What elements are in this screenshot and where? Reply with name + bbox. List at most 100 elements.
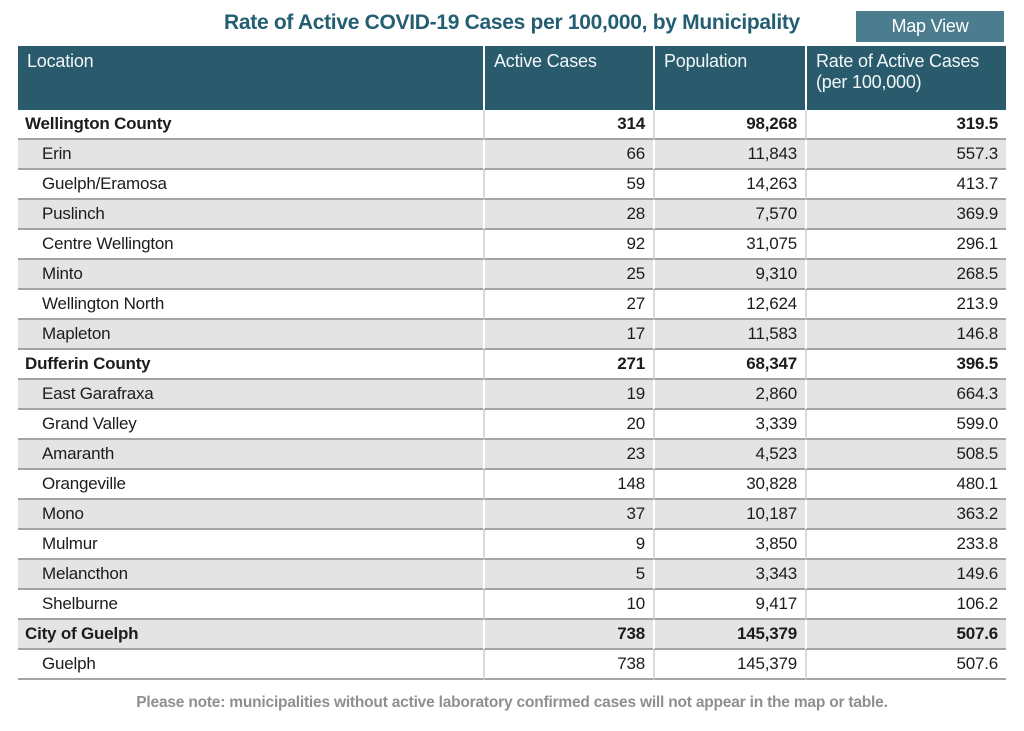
cell-rate: 507.6	[805, 650, 1006, 680]
table-row: Orangeville 148 30,828 480.1	[18, 470, 1006, 500]
page-title: Rate of Active COVID-19 Cases per 100,00…	[224, 11, 800, 34]
table-row: Puslinch 28 7,570 369.9	[18, 200, 1006, 230]
table-row: Shelburne 10 9,417 106.2	[18, 590, 1006, 620]
cell-population: 3,343	[653, 560, 805, 590]
cell-rate: 149.6	[805, 560, 1006, 590]
municipality-table: Location Active Cases Population Rate of…	[18, 46, 1006, 680]
cell-population: 10,187	[653, 500, 805, 530]
cell-rate: 319.5	[805, 110, 1006, 140]
cell-population: 4,523	[653, 440, 805, 470]
table-row: Mapleton 17 11,583 146.8	[18, 320, 1006, 350]
cell-location: Amaranth	[18, 440, 483, 470]
table-row: Amaranth 23 4,523 508.5	[18, 440, 1006, 470]
cell-location: Guelph/Eramosa	[18, 170, 483, 200]
cell-rate: 369.9	[805, 200, 1006, 230]
cell-rate: 213.9	[805, 290, 1006, 320]
cell-rate: 557.3	[805, 140, 1006, 170]
cell-population: 145,379	[653, 620, 805, 650]
cell-rate: 599.0	[805, 410, 1006, 440]
column-header-population: Population	[653, 46, 805, 110]
column-header-location: Location	[18, 46, 483, 110]
cell-active-cases: 9	[483, 530, 653, 560]
cell-location: Minto	[18, 260, 483, 290]
cell-rate: 296.1	[805, 230, 1006, 260]
cell-location: Melancthon	[18, 560, 483, 590]
cell-active-cases: 271	[483, 350, 653, 380]
cell-active-cases: 5	[483, 560, 653, 590]
table-row: Erin 66 11,843 557.3	[18, 140, 1006, 170]
cell-rate: 268.5	[805, 260, 1006, 290]
table-header-row: Location Active Cases Population Rate of…	[18, 46, 1006, 110]
cell-location: Shelburne	[18, 590, 483, 620]
cell-location: Mono	[18, 500, 483, 530]
cell-population: 98,268	[653, 110, 805, 140]
cell-rate: 507.6	[805, 620, 1006, 650]
cell-active-cases: 20	[483, 410, 653, 440]
cell-rate: 106.2	[805, 590, 1006, 620]
table-row: Centre Wellington 92 31,075 296.1	[18, 230, 1006, 260]
cell-location: Dufferin County	[18, 350, 483, 380]
cell-active-cases: 59	[483, 170, 653, 200]
cell-location: Erin	[18, 140, 483, 170]
table-body: Wellington County 314 98,268 319.5 Erin …	[18, 110, 1006, 680]
cell-location: Centre Wellington	[18, 230, 483, 260]
cell-rate: 480.1	[805, 470, 1006, 500]
footnote: Please note: municipalities without acti…	[136, 694, 888, 711]
table-row: Melancthon 5 3,343 149.6	[18, 560, 1006, 590]
table-row: Minto 25 9,310 268.5	[18, 260, 1006, 290]
cell-location: Wellington North	[18, 290, 483, 320]
cell-population: 68,347	[653, 350, 805, 380]
cell-population: 145,379	[653, 650, 805, 680]
cell-location: City of Guelph	[18, 620, 483, 650]
column-header-active-cases: Active Cases	[483, 46, 653, 110]
table-row: Dufferin County 271 68,347 396.5	[18, 350, 1006, 380]
cell-active-cases: 314	[483, 110, 653, 140]
table-row: Wellington North 27 12,624 213.9	[18, 290, 1006, 320]
cell-rate: 396.5	[805, 350, 1006, 380]
cell-population: 9,417	[653, 590, 805, 620]
table-row: Grand Valley 20 3,339 599.0	[18, 410, 1006, 440]
cell-active-cases: 19	[483, 380, 653, 410]
cell-location: Mapleton	[18, 320, 483, 350]
cell-population: 11,583	[653, 320, 805, 350]
cell-location: Orangeville	[18, 470, 483, 500]
table-row: Wellington County 314 98,268 319.5	[18, 110, 1006, 140]
table-row: Guelph 738 145,379 507.6	[18, 650, 1006, 680]
cell-location: Puslinch	[18, 200, 483, 230]
cell-rate: 146.8	[805, 320, 1006, 350]
table-row: Guelph/Eramosa 59 14,263 413.7	[18, 170, 1006, 200]
cell-location: Guelph	[18, 650, 483, 680]
cell-population: 30,828	[653, 470, 805, 500]
cell-population: 3,850	[653, 530, 805, 560]
cell-active-cases: 25	[483, 260, 653, 290]
cell-population: 14,263	[653, 170, 805, 200]
cell-population: 11,843	[653, 140, 805, 170]
cell-location: Wellington County	[18, 110, 483, 140]
map-view-button[interactable]: Map View	[856, 11, 1004, 42]
table-row: East Garafraxa 19 2,860 664.3	[18, 380, 1006, 410]
cell-rate: 664.3	[805, 380, 1006, 410]
column-header-rate: Rate of Active Cases (per 100,000)	[805, 46, 1006, 110]
cell-rate: 363.2	[805, 500, 1006, 530]
cell-active-cases: 92	[483, 230, 653, 260]
cell-rate: 413.7	[805, 170, 1006, 200]
cell-active-cases: 10	[483, 590, 653, 620]
cell-population: 7,570	[653, 200, 805, 230]
cell-active-cases: 738	[483, 650, 653, 680]
cell-active-cases: 148	[483, 470, 653, 500]
cell-location: Grand Valley	[18, 410, 483, 440]
cell-active-cases: 66	[483, 140, 653, 170]
table-row: City of Guelph 738 145,379 507.6	[18, 620, 1006, 650]
table-row: Mulmur 9 3,850 233.8	[18, 530, 1006, 560]
cell-active-cases: 28	[483, 200, 653, 230]
cell-active-cases: 37	[483, 500, 653, 530]
cell-location: Mulmur	[18, 530, 483, 560]
cell-population: 2,860	[653, 380, 805, 410]
cell-population: 3,339	[653, 410, 805, 440]
table-row: Mono 37 10,187 363.2	[18, 500, 1006, 530]
cell-active-cases: 23	[483, 440, 653, 470]
cell-rate: 233.8	[805, 530, 1006, 560]
cell-population: 9,310	[653, 260, 805, 290]
cell-population: 31,075	[653, 230, 805, 260]
